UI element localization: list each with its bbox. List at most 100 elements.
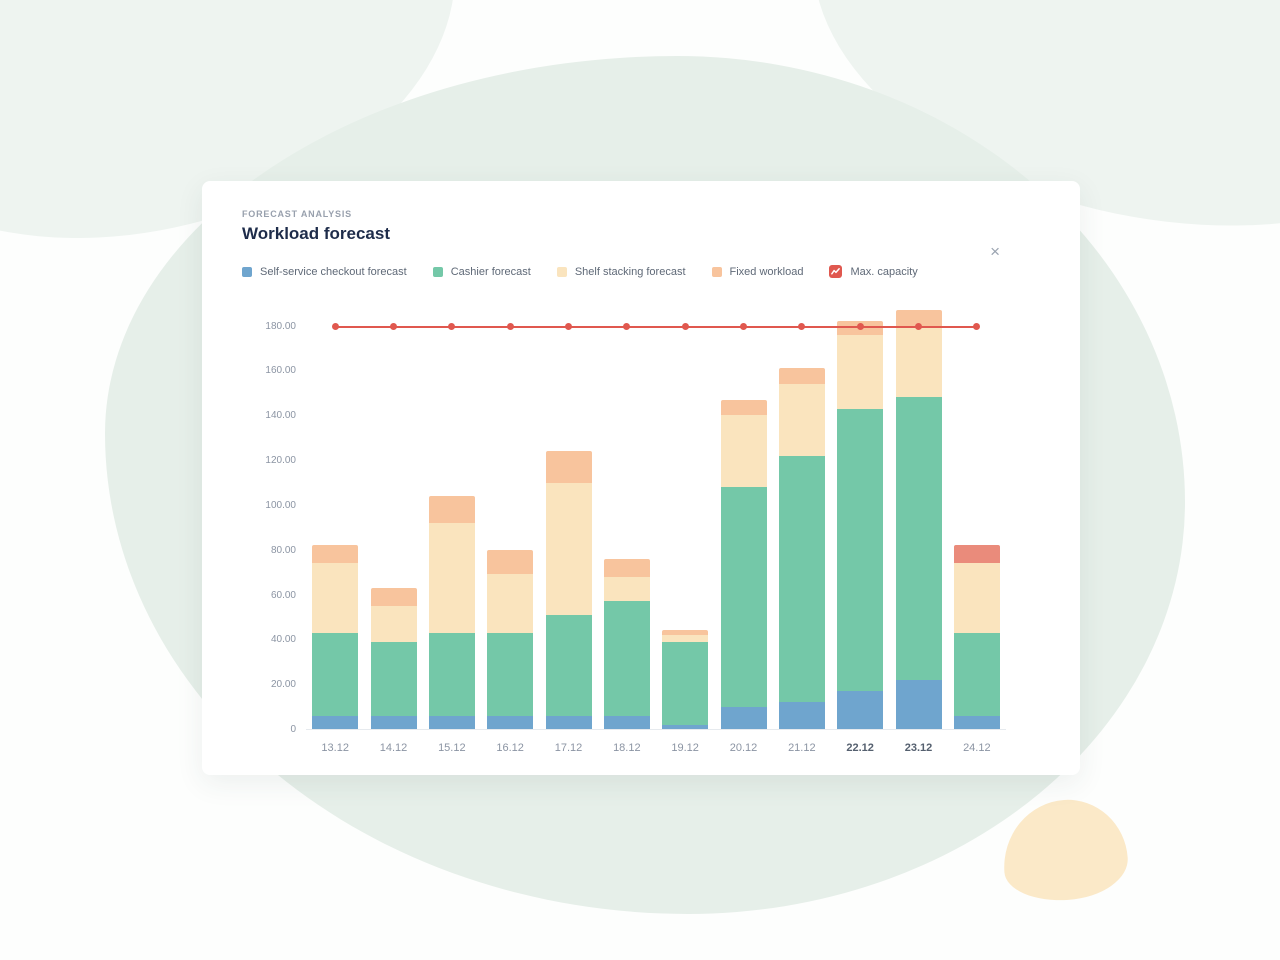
bar-24.12 [953,545,1000,729]
bar-segment-shelf-stacking-forecast [778,383,825,456]
bar-segment-fixed-workload [370,587,417,606]
bar-segment-self-service-checkout-forecast [545,715,592,729]
x-axis-label: 17.12 [554,742,583,754]
bar-segment-self-service-checkout-forecast [953,715,1000,729]
bar-segment-fixed-workload [428,495,475,523]
legend-item-max-capacity[interactable]: Max. capacity [829,265,918,278]
bar-segment-shelf-stacking-forecast [312,563,359,633]
forecast-card: FORECAST ANALYSIS Workload forecast × Se… [202,181,1080,775]
x-axis-label: 14.12 [379,742,408,754]
close-icon[interactable]: × [990,242,1000,261]
legend-label: Fixed workload [729,265,804,278]
y-axis: 180.00 160.00 140.00 120.00 100.00 80.00 60.00… [238,291,296,751]
bar-segment-fixed-workload [953,545,1000,564]
bar-16.12 [487,549,534,729]
legend-item-self-service-checkout-forecast[interactable]: Self-service checkout forecast [242,266,407,278]
chart-legend: Self-service checkout forecast Cashier fo… [242,265,1040,278]
bar-segment-shelf-stacking-forecast [603,576,650,602]
bar-15.12 [428,495,475,729]
bar-segment-self-service-checkout-forecast [603,715,650,729]
y-axis-tick: 0 [290,724,296,735]
bar-20.12 [720,399,767,729]
bar-segment-shelf-stacking-forecast [895,325,942,398]
max-capacity-point [798,323,806,331]
legend-label: Shelf stacking forecast [574,265,686,278]
bar-19.12 [662,630,709,729]
bar-segment-fixed-workload [487,549,534,575]
x-axis-label: 13.12 [321,742,349,754]
bar-segment-self-service-checkout-forecast [428,715,475,729]
bar-segment-self-service-checkout-forecast [662,724,709,729]
bar-segment-cashier-forecast [370,641,417,716]
max-capacity-point [565,323,572,331]
y-axis-tick: 160.00 [265,365,296,377]
bar-segment-shelf-stacking-forecast [720,415,767,487]
bar-18.12 [603,558,650,729]
bar-segment-cashier-forecast [837,408,884,691]
bar-21.12 [778,368,825,729]
legend-item-fixed-workload[interactable]: Fixed workload [711,265,804,278]
max-capacity-point [740,323,747,331]
bar-segment-shelf-stacking-forecast [953,563,1000,633]
bar-13.12 [312,545,359,729]
card-header: FORECAST ANALYSIS Workload forecast × [242,209,1040,260]
max-capacity-point [681,323,689,331]
legend-label: Cashier forecast [450,265,531,278]
bar-segment-shelf-stacking-forecast [428,522,475,633]
y-axis-tick: 120.00 [265,455,296,467]
max-capacity-point [856,323,864,331]
x-axis-label: 16.12 [496,742,524,754]
bar-segment-shelf-stacking-forecast [370,605,417,642]
x-axis: 13.12 14.12 15.12 16.12 17.12 18.12 19.12 20.12… [306,740,1006,760]
y-axis-tick: 20.00 [270,679,296,691]
legend-swatch [242,266,252,277]
bar-segment-fixed-workload [662,630,709,635]
bar-segment-fixed-workload [778,368,825,384]
max-capacity-point [973,323,981,331]
bar-segment-cashier-forecast [312,632,359,716]
bar-14.12 [370,587,417,729]
legend-label: Self-service checkout forecast [260,265,407,278]
x-axis-label: 19.12 [671,742,699,754]
max-capacity-point [331,323,339,331]
legend-swatch [711,266,722,277]
bar-segment-fixed-workload [720,399,767,416]
bar-segment-cashier-forecast [428,632,475,716]
max-capacity-point [448,323,456,331]
x-axis-label: 20.12 [729,742,758,754]
bar-segment-fixed-workload [603,558,650,577]
bar-22.12 [837,321,884,729]
bar-segment-self-service-checkout-forecast [778,702,825,729]
y-axis-tick: 40.00 [270,634,296,646]
x-axis-label: 18.12 [613,742,641,754]
bar-segment-shelf-stacking-forecast [837,334,884,409]
x-axis-label: 15.12 [438,742,466,754]
y-axis-tick: 80.00 [270,544,296,556]
bar-segment-self-service-checkout-forecast [370,715,417,729]
bar-segment-cashier-forecast [487,632,534,716]
max-capacity-point [506,323,514,331]
bar-segment-fixed-workload [312,545,359,564]
y-axis-tick: 140.00 [265,410,296,422]
max-capacity-point [390,323,397,331]
bar-segment-self-service-checkout-forecast [720,706,767,729]
legend-item-cashier-forecast[interactable]: Cashier forecast [432,265,531,278]
bar-segment-self-service-checkout-forecast [837,690,884,729]
bar-segment-cashier-forecast [778,455,825,703]
background-blob-yellow [999,795,1131,905]
bar-segment-self-service-checkout-forecast [487,715,534,729]
max-capacity-line [335,325,977,328]
bar-segment-shelf-stacking-forecast [545,482,592,615]
legend-item-shelf-stacking-forecast[interactable]: Shelf stacking forecast [556,265,686,278]
max-capacity-point [623,323,631,331]
y-axis-tick: 60.00 [270,589,296,601]
bar-segment-cashier-forecast [953,632,1000,716]
bar-segment-cashier-forecast [545,614,592,716]
x-axis-label: 24.12 [963,742,991,754]
bar-segment-cashier-forecast [895,397,942,680]
bar-23.12 [895,309,942,729]
bar-segment-shelf-stacking-forecast [662,634,709,642]
x-axis-label: 22.12 [846,742,874,754]
bar-17.12 [545,451,592,729]
bar-segment-fixed-workload [545,451,592,483]
